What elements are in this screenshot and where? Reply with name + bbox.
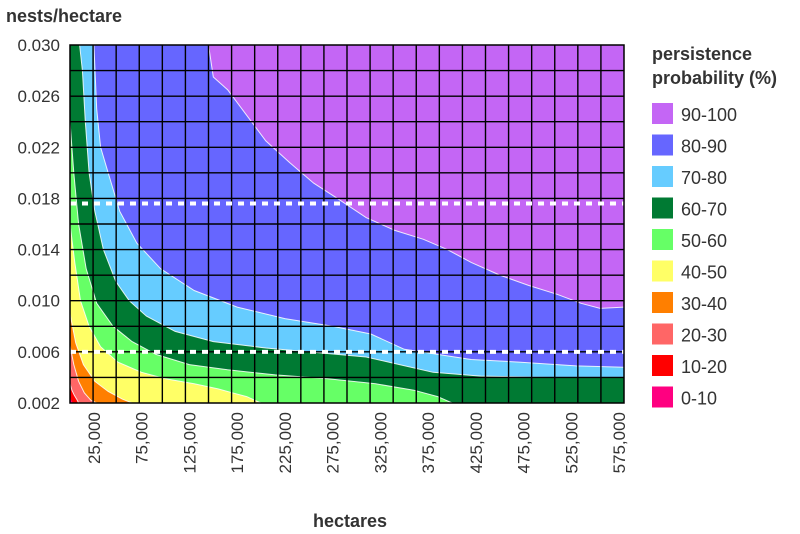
x-tick-label: 475,000 xyxy=(515,412,534,473)
contour-line-20-30 xyxy=(69,345,97,404)
contour-line-70-80 xyxy=(93,44,625,368)
reference-lines xyxy=(70,201,624,354)
y-tick-label: 0.018 xyxy=(17,189,60,208)
legend: persistence probability (%) 90-100 80-90 70-… xyxy=(652,44,777,409)
x-tick-label: 375,000 xyxy=(419,412,438,473)
legend-swatch xyxy=(652,292,673,313)
x-tick-label: 125,000 xyxy=(180,412,199,473)
x-tick-label: 25,000 xyxy=(85,412,104,464)
legend-swatch xyxy=(652,386,673,408)
contour-line-80-90 xyxy=(208,44,625,309)
x-tick-label: 325,000 xyxy=(371,412,390,473)
legend-label: 40-50 xyxy=(681,263,727,283)
y-axis-ticks: 0.030 0.026 0.022 0.018 0.014 0.010 0.006 0.002 xyxy=(17,36,60,413)
x-tick-label: 275,000 xyxy=(324,412,343,473)
y-axis-title: nests/hectare xyxy=(6,6,122,26)
legend-label: 80-90 xyxy=(681,137,727,157)
grid-lines xyxy=(70,45,624,403)
y-tick-label: 0.010 xyxy=(17,292,60,311)
legend-label: 70-80 xyxy=(681,168,727,188)
y-tick-label: 0.006 xyxy=(17,343,60,362)
legend-swatch xyxy=(652,323,673,345)
x-tick-label: 525,000 xyxy=(563,412,582,473)
legend-label: 50-60 xyxy=(681,231,727,251)
x-tick-label: 75,000 xyxy=(133,412,152,464)
x-tick-label: 225,000 xyxy=(276,412,295,473)
legend-label: 30-40 xyxy=(681,294,727,314)
legend-swatch xyxy=(652,355,673,376)
y-tick-label: 0.022 xyxy=(17,138,60,157)
y-tick-label: 0.014 xyxy=(17,241,60,260)
legend-label: 10-20 xyxy=(681,357,727,377)
legend-swatch xyxy=(652,134,673,156)
band-40-50 xyxy=(70,45,624,403)
legend-swatch xyxy=(652,197,673,219)
legend-label: 60-70 xyxy=(681,200,727,220)
plot-frame xyxy=(69,44,625,404)
legend-label: 0-10 xyxy=(681,389,717,409)
x-tick-label: 175,000 xyxy=(228,412,247,473)
legend-label: 20-30 xyxy=(681,326,727,346)
legend-swatch xyxy=(652,103,673,124)
contour-line-10-20 xyxy=(69,383,80,404)
legend-swatch xyxy=(652,166,673,187)
contour-line-30-40 xyxy=(69,313,133,404)
legend-label: 90-100 xyxy=(681,105,737,125)
x-tick-label: 575,000 xyxy=(610,412,629,473)
legend-title: probability (%) xyxy=(652,68,777,88)
contour-line-50-60 xyxy=(69,121,453,404)
y-tick-label: 0.030 xyxy=(17,36,60,55)
y-tick-label: 0.026 xyxy=(17,87,60,106)
legend-title: persistence xyxy=(652,44,752,64)
x-tick-label: 425,000 xyxy=(467,412,486,473)
y-tick-label: 0.002 xyxy=(17,394,60,413)
x-axis-ticks: 25,000 75,000 125,000 175,000 225,000 275,000… xyxy=(85,412,629,474)
legend-swatch xyxy=(652,260,673,282)
x-axis-title: hectares xyxy=(313,511,387,531)
legend-swatch xyxy=(652,229,673,250)
